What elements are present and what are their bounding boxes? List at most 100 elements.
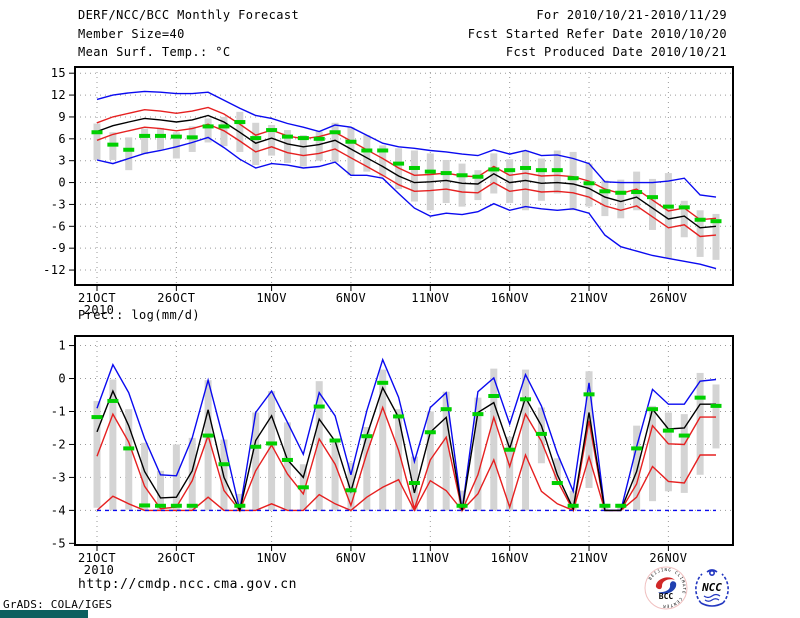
spread-bar (283, 130, 291, 163)
green-dash (234, 503, 246, 508)
green-dash (218, 462, 230, 467)
spread-bar (236, 493, 244, 511)
green-dash (393, 161, 405, 166)
green-dash (694, 217, 706, 222)
green-dash (170, 503, 182, 508)
green-dash (408, 165, 420, 170)
spread-bar (141, 442, 149, 511)
green-dash (154, 503, 166, 508)
green-dash (472, 412, 484, 417)
green-dash (456, 173, 468, 178)
green-dash (107, 398, 119, 403)
spread-bar (410, 150, 418, 202)
green-dash (615, 190, 627, 195)
spread-bar (315, 381, 323, 511)
y-tick-label: 0 (58, 176, 66, 190)
source-url: http://cmdp.ncc.cma.gov.cn (78, 577, 298, 592)
green-dash (583, 392, 595, 397)
green-dash-markers (91, 120, 722, 224)
green-dash (535, 431, 547, 436)
green-dash (345, 488, 357, 493)
bcc-logo: BEIJING CLIMATE CENTER BCC (644, 566, 688, 610)
green-dash (139, 503, 151, 508)
green-dash (408, 481, 420, 486)
green-dash (202, 433, 214, 438)
bcc-swirl-red (655, 577, 675, 590)
spread-bar (696, 372, 704, 475)
spread-bar (156, 470, 164, 511)
ncc-logo: NCC (695, 569, 729, 607)
y-tick-label: 1 (58, 339, 66, 353)
fcst-produced-label: Fcst Produced Date 2010/10/21 (505, 45, 727, 59)
green-dash (599, 503, 611, 508)
green-dash (329, 130, 341, 135)
spread-bar (363, 426, 371, 511)
x-tick-label: 16NOV (491, 551, 529, 565)
x-tick-label: 26NOV (649, 551, 687, 565)
spread-bar (125, 137, 133, 171)
green-dash (154, 133, 166, 138)
green-dash (440, 171, 452, 176)
green-dash (662, 204, 674, 209)
member-size-label: Member Size=40 (78, 27, 185, 41)
spread-bar (474, 170, 482, 201)
green-dash (694, 395, 706, 400)
spread-bar (379, 145, 387, 177)
spread-bar (490, 368, 498, 511)
green-dash (567, 503, 579, 508)
green-dash (488, 393, 500, 398)
green-dash (297, 136, 309, 141)
page-title: DERF/NCC/BCC Monthly Forecast (78, 8, 300, 22)
green-dash (361, 148, 373, 153)
x-tick-label: 26OCT (157, 291, 195, 305)
x-tick-label: 26OCT (157, 551, 195, 565)
x-tick-label: 26NOV (649, 291, 687, 305)
spread-bar (442, 159, 450, 203)
green-dash (520, 397, 532, 402)
spread-bar (664, 173, 672, 259)
green-dash (266, 128, 278, 133)
y-tick-label: 3 (58, 154, 66, 168)
spread-bar (664, 412, 672, 492)
green-dash (107, 142, 119, 147)
green-dash (631, 190, 643, 195)
y-tick-label: 0 (58, 372, 66, 386)
y-tick-label: -3 (51, 197, 66, 211)
grads-credit: GrADS: COLA/IGES (3, 598, 113, 611)
spread-bar (204, 380, 212, 511)
spread-bar (458, 490, 466, 511)
y-tick-label: 15 (51, 66, 66, 80)
green-dash (647, 407, 659, 412)
spread-bar (633, 425, 641, 511)
temp-chart-title: Mean Surf. Temp.: °C (78, 45, 231, 59)
x-tick-label: 6NOV (336, 291, 367, 305)
spread-bar (506, 159, 514, 203)
spread-bar (458, 163, 466, 207)
y-tick-label: -4 (51, 503, 66, 517)
y-tick-label: 12 (51, 88, 66, 102)
upper-red-line (96, 106, 717, 221)
green-dash (424, 430, 436, 435)
green-dash (535, 168, 547, 173)
spread-bar (156, 127, 164, 150)
x-tick-sublabel: 2010 (84, 303, 115, 317)
green-dash (170, 134, 182, 139)
spread-bar (331, 122, 339, 163)
spread-bar (125, 409, 133, 510)
x-tick-label: 11NOV (411, 551, 449, 565)
y-tick-label: -5 (51, 536, 66, 550)
green-dash (631, 446, 643, 451)
green-dash (647, 195, 659, 200)
spread-bar (315, 131, 323, 161)
spread-bar (617, 179, 625, 219)
spread-bar (299, 135, 307, 167)
green-dash-markers (91, 380, 722, 508)
green-dash (313, 404, 325, 409)
lower-red-line (96, 123, 717, 238)
green-dash (139, 133, 151, 138)
green-dash (504, 447, 516, 452)
spread-bar (553, 458, 561, 480)
green-dash (91, 130, 103, 135)
